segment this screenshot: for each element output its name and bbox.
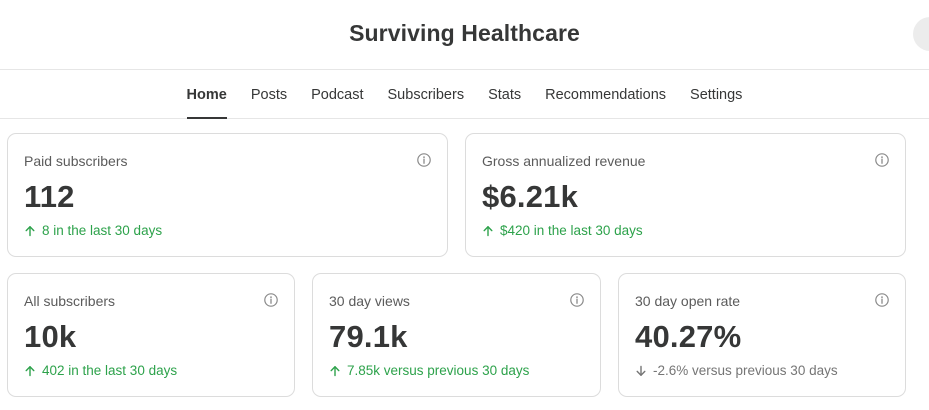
publication-header: Surviving Healthcare xyxy=(0,0,929,70)
tab-stats[interactable]: Stats xyxy=(488,87,522,103)
info-icon[interactable] xyxy=(875,293,889,307)
info-icon[interactable] xyxy=(264,293,278,307)
card-label: 30 day open rate xyxy=(635,293,741,309)
arrow-up-icon xyxy=(483,226,493,237)
arrow-down-icon xyxy=(636,365,646,376)
card-delta: -2.6% versus previous 30 days xyxy=(635,363,889,379)
info-icon[interactable] xyxy=(417,153,431,167)
card-label: Gross annualized revenue xyxy=(482,153,646,169)
info-icon[interactable] xyxy=(570,293,584,307)
delta-text: 402 in the last 30 days xyxy=(42,363,178,378)
card-delta: $420 in the last 30 days xyxy=(482,223,889,239)
tab-posts[interactable]: Posts xyxy=(250,87,288,103)
arrow-up-icon xyxy=(330,366,340,377)
info-icon[interactable] xyxy=(875,153,889,167)
delta-text: 8 in the last 30 days xyxy=(42,223,163,238)
dashboard-nav: Home Posts Podcast Subscribers Stats Rec… xyxy=(0,70,929,119)
card-delta: 402 in the last 30 days xyxy=(24,363,278,379)
card-all-subscribers[interactable]: All subscribers 10k 402 in the last 30 d… xyxy=(7,273,295,397)
card-value: 40.27% xyxy=(635,319,742,354)
publication-title[interactable]: Surviving Healthcare xyxy=(349,20,580,46)
tab-settings[interactable]: Settings xyxy=(690,87,743,103)
card-value: 112 xyxy=(24,179,75,214)
tab-podcast[interactable]: Podcast xyxy=(311,87,364,103)
card-30-day-views[interactable]: 30 day views 79.1k 7.85k versus previous… xyxy=(312,273,601,397)
card-value: $6.21k xyxy=(482,179,579,214)
tab-home[interactable]: Home xyxy=(186,70,228,119)
avatar[interactable] xyxy=(913,17,929,51)
card-paid-subscribers[interactable]: Paid subscribers 112 8 in the last 30 da… xyxy=(7,133,448,257)
arrow-up-icon xyxy=(25,226,35,237)
card-value: 10k xyxy=(24,319,77,354)
card-30-day-open-rate[interactable]: 30 day open rate 40.27% -2.6% versus pre… xyxy=(618,273,906,397)
arrow-up-icon xyxy=(25,366,35,377)
delta-text: $420 in the last 30 days xyxy=(500,223,643,238)
tab-recommendations[interactable]: Recommendations xyxy=(545,87,667,103)
delta-text: -2.6% versus previous 30 days xyxy=(653,363,838,378)
card-delta: 7.85k versus previous 30 days xyxy=(329,363,584,379)
delta-text: 7.85k versus previous 30 days xyxy=(347,363,530,378)
card-delta: 8 in the last 30 days xyxy=(24,223,431,239)
card-value: 79.1k xyxy=(329,319,408,354)
card-label: All subscribers xyxy=(24,293,116,309)
card-label: 30 day views xyxy=(329,293,410,309)
card-gross-revenue[interactable]: Gross annualized revenue $6.21k $420 in … xyxy=(465,133,906,257)
card-label: Paid subscribers xyxy=(24,153,128,169)
tab-subscribers[interactable]: Subscribers xyxy=(387,87,465,103)
